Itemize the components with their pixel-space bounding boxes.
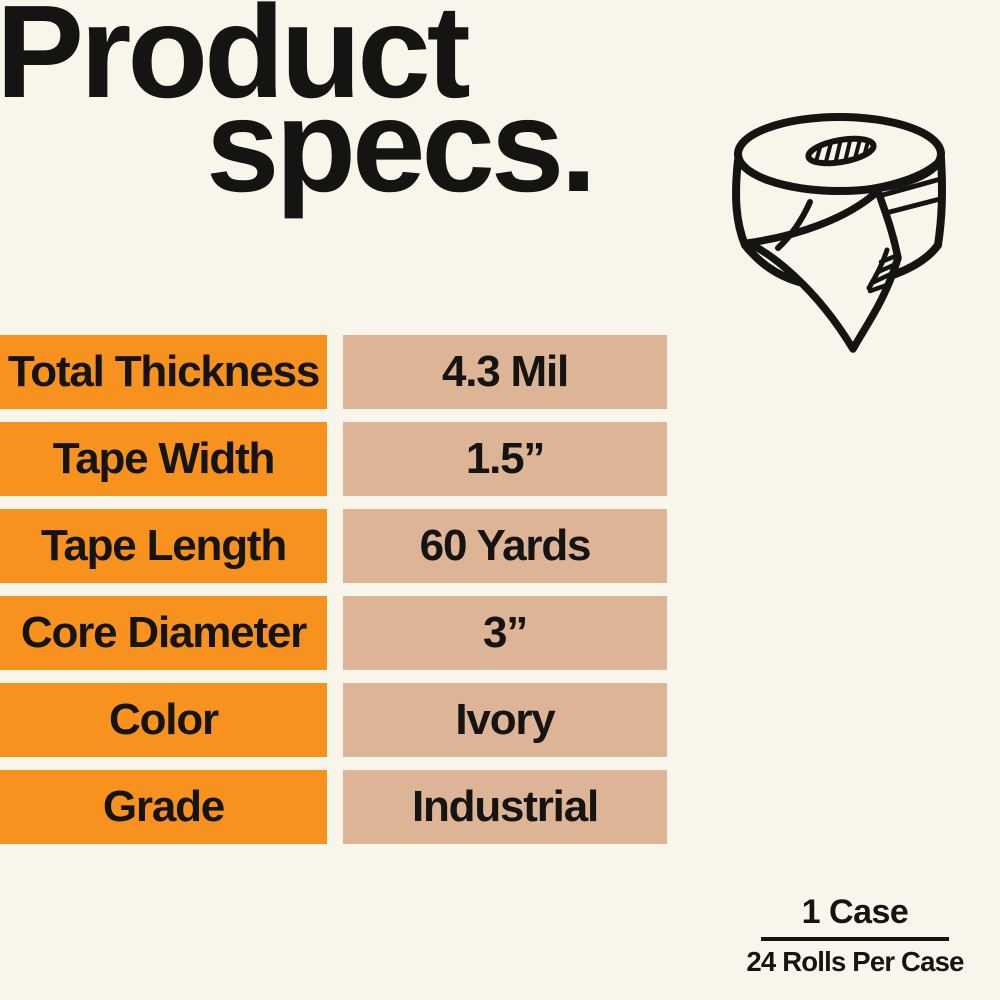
spec-value-cell: Ivory (343, 683, 667, 757)
case-detail: 24 Rolls Per Case (746, 946, 964, 977)
title-line-1: Product (0, 0, 471, 125)
spec-value-cell: Industrial (343, 770, 667, 844)
spec-label-cell: Total Thickness (0, 335, 327, 409)
spec-label-cell: Core Diameter (0, 596, 327, 670)
spec-row: Tape Width 1.5” (0, 422, 667, 496)
spec-label-cell: Color (0, 683, 327, 757)
spec-value-cell: 4.3 Mil (343, 335, 667, 409)
spec-value-cell: 3” (343, 596, 667, 670)
case-info: 1 Case 24 Rolls Per Case (738, 893, 972, 978)
spec-value-cell: 1.5” (343, 422, 667, 496)
spec-value-cell: 60 Yards (343, 509, 667, 583)
specs-table: Total Thickness 4.3 Mil Tape Width 1.5” … (0, 335, 667, 857)
spec-label-cell: Tape Width (0, 422, 327, 496)
spec-row: Grade Industrial (0, 770, 667, 844)
spec-row: Color Ivory (0, 683, 667, 757)
spec-label-cell: Grade (0, 770, 327, 844)
spec-row: Total Thickness 4.3 Mil (0, 335, 667, 409)
spec-row: Core Diameter 3” (0, 596, 667, 670)
page-title: Product specs. (0, 0, 700, 240)
tape-roll-icon (732, 113, 946, 353)
case-count: 1 Case (761, 893, 949, 941)
spec-row: Tape Length 60 Yards (0, 509, 667, 583)
spec-label-cell: Tape Length (0, 509, 327, 583)
title-line-2: specs. (206, 72, 597, 219)
